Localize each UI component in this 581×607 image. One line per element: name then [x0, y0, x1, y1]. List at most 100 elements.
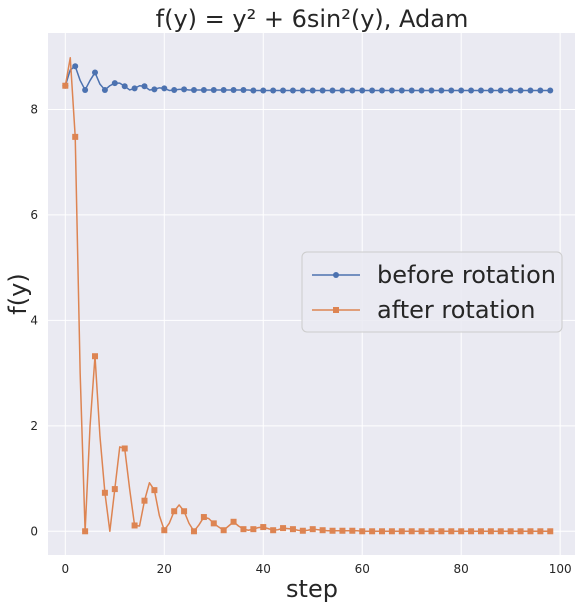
x-tick-label: 20 — [157, 562, 172, 576]
grid — [48, 33, 575, 555]
data-point-after-rotation — [477, 528, 484, 535]
data-point-after-rotation — [299, 527, 306, 534]
data-point-before-rotation — [190, 86, 197, 93]
data-point-before-rotation — [487, 87, 494, 94]
data-point-after-rotation — [319, 527, 326, 534]
data-point-after-rotation — [131, 522, 138, 529]
data-point-before-rotation — [339, 87, 346, 94]
data-point-before-rotation — [497, 87, 504, 94]
data-point-after-rotation — [141, 497, 148, 504]
legend-marker-after-rotation — [333, 307, 339, 313]
data-point-before-rotation — [507, 87, 514, 94]
data-point-before-rotation — [477, 87, 484, 94]
data-point-before-rotation — [200, 86, 207, 93]
data-point-after-rotation — [92, 353, 99, 360]
data-point-after-rotation — [190, 528, 197, 535]
data-point-after-rotation — [517, 528, 524, 535]
x-tick-labels: 0 20 40 60 80 100 — [61, 562, 571, 576]
data-point-after-rotation — [359, 528, 366, 535]
data-point-after-rotation — [200, 514, 207, 521]
data-point-before-rotation — [101, 86, 108, 93]
data-point-before-rotation — [408, 87, 415, 94]
data-point-before-rotation — [111, 80, 118, 87]
x-axis-label: step — [286, 575, 338, 603]
data-point-before-rotation — [141, 83, 148, 90]
data-point-before-rotation — [250, 87, 257, 94]
data-point-before-rotation — [260, 87, 267, 94]
data-point-before-rotation — [151, 86, 158, 93]
y-tick-label: 4 — [30, 313, 38, 327]
legend-box — [301, 251, 563, 333]
data-point-before-rotation — [240, 86, 247, 93]
data-point-after-rotation — [339, 527, 346, 534]
legend-label-before-rotation: before rotation — [377, 261, 556, 289]
data-point-after-rotation — [527, 528, 534, 535]
data-point-before-rotation — [547, 87, 554, 94]
data-point-before-rotation — [121, 83, 128, 90]
data-point-before-rotation — [468, 87, 475, 94]
data-point-after-rotation — [329, 527, 336, 534]
x-tick-label: 0 — [61, 562, 69, 576]
y-tick-label: 0 — [30, 524, 38, 538]
data-point-before-rotation — [349, 87, 356, 94]
data-point-after-rotation — [210, 520, 217, 527]
data-point-after-rotation — [388, 528, 395, 535]
x-tick-label: 60 — [355, 562, 370, 576]
data-point-after-rotation — [547, 528, 554, 535]
data-point-after-rotation — [369, 528, 376, 535]
data-point-after-rotation — [121, 445, 128, 452]
data-point-before-rotation — [319, 87, 326, 94]
y-tick-label: 2 — [30, 419, 38, 433]
data-point-before-rotation — [438, 87, 445, 94]
data-point-after-rotation — [101, 489, 108, 496]
x-tick-label: 100 — [549, 562, 572, 576]
data-point-after-rotation — [260, 524, 267, 531]
data-point-after-rotation — [220, 527, 227, 534]
data-point-before-rotation — [388, 87, 395, 94]
data-point-before-rotation — [448, 87, 455, 94]
data-point-before-rotation — [428, 87, 435, 94]
data-point-after-rotation — [438, 528, 445, 535]
data-point-after-rotation — [379, 528, 386, 535]
data-point-before-rotation — [92, 69, 99, 76]
data-point-after-rotation — [82, 528, 89, 535]
data-point-before-rotation — [418, 87, 425, 94]
legend: before rotation after rotation — [301, 251, 563, 333]
data-point-before-rotation — [210, 86, 217, 93]
data-point-after-rotation — [448, 528, 455, 535]
data-point-before-rotation — [161, 85, 168, 92]
data-point-before-rotation — [309, 87, 316, 94]
data-point-after-rotation — [398, 528, 405, 535]
data-point-after-rotation — [250, 526, 257, 533]
data-point-before-rotation — [359, 87, 366, 94]
data-point-after-rotation — [428, 528, 435, 535]
data-point-after-rotation — [240, 526, 247, 533]
data-point-before-rotation — [289, 87, 296, 94]
data-point-before-rotation — [280, 87, 287, 94]
y-axis-label: f(y) — [4, 273, 32, 314]
data-point-before-rotation — [220, 86, 227, 93]
data-point-before-rotation — [230, 86, 237, 93]
data-point-after-rotation — [418, 528, 425, 535]
data-point-before-rotation — [517, 87, 524, 94]
y-tick-labels: 0 2 4 6 8 — [30, 102, 38, 538]
x-tick-label: 40 — [256, 562, 271, 576]
data-point-after-rotation — [171, 508, 178, 515]
data-point-after-rotation — [280, 525, 287, 532]
data-point-before-rotation — [299, 87, 306, 94]
x-tick-label: 80 — [454, 562, 469, 576]
data-point-after-rotation — [497, 528, 504, 535]
series-layer — [62, 57, 554, 535]
data-point-after-rotation — [111, 486, 118, 493]
data-point-after-rotation — [349, 527, 356, 534]
data-point-before-rotation — [82, 86, 89, 93]
data-point-after-rotation — [537, 528, 544, 535]
data-point-after-rotation — [309, 526, 316, 533]
legend-label-after-rotation: after rotation — [377, 296, 536, 324]
chart-title: f(y) = y² + 6sin²(y), Adam — [156, 5, 469, 33]
data-point-before-rotation — [270, 87, 277, 94]
data-point-before-rotation — [181, 86, 188, 93]
data-point-after-rotation — [161, 527, 168, 534]
data-point-before-rotation — [379, 87, 386, 94]
